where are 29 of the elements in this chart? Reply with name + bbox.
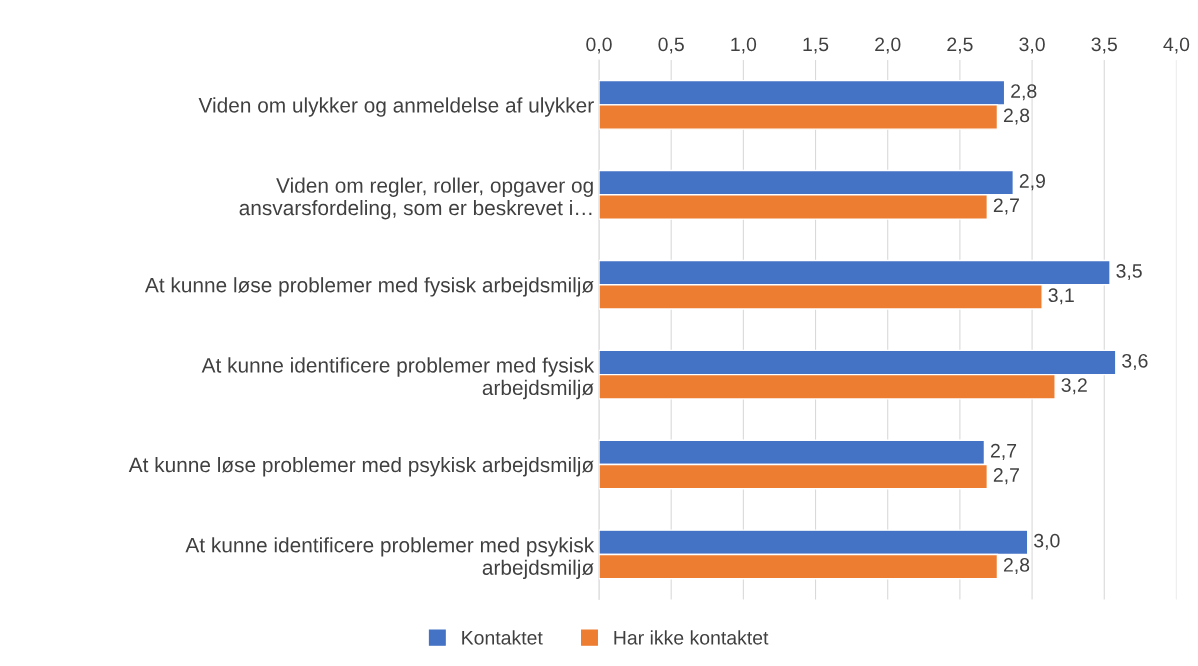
y-tick-label: Viden om regler, roller, opgaver og ansvarsfordeling, som er beskrevet i… — [239, 177, 593, 220]
x-tick-label: 0,0 — [586, 37, 612, 54]
data-label: 3,0 — [1034, 533, 1060, 550]
legend-label: Kontaktet — [462, 630, 543, 645]
x-tick-label: 4,0 — [1163, 37, 1190, 54]
x-tick-label: 2,0 — [875, 37, 901, 54]
data-label: 3,5 — [1116, 264, 1142, 281]
data-label: 2,7 — [990, 443, 1017, 460]
x-tick-label: 3,0 — [1019, 37, 1045, 54]
data-label: 3,2 — [1061, 378, 1087, 395]
y-tick-label: Viden om ulykker og anmeldelse af ulykker — [198, 97, 594, 117]
x-tick-label: 3,5 — [1091, 37, 1117, 54]
data-label: 2,7 — [993, 198, 1019, 215]
legend-label: Har ikke kontaktet — [614, 630, 769, 645]
data-label: 2,8 — [1003, 108, 1030, 125]
data-label: 2,8 — [1003, 558, 1030, 575]
data-label: 3,6 — [1122, 353, 1148, 370]
y-tick-label: At kunne løse problemer med psykisk arbejdsmiljø — [128, 456, 594, 477]
data-label: 3,1 — [1048, 288, 1074, 305]
y-tick-label: At kunne identificere problemer med fysisk arbejdsmiljø — [201, 357, 595, 400]
y-tick-label: At kunne identificere problemer med psykisk arbejdsmiljø — [185, 537, 595, 580]
x-tick-label: 1,5 — [803, 37, 829, 54]
x-tick-label: 1,0 — [731, 37, 757, 54]
x-tick-label: 0,5 — [658, 37, 684, 54]
data-label: 2,9 — [1019, 174, 1045, 191]
x-tick-label: 2,5 — [947, 37, 973, 54]
data-label: 2,7 — [993, 468, 1019, 485]
data-label: 2,8 — [1011, 84, 1037, 101]
y-tick-label: At kunne løse problemer med fysisk arbejdsmiljø — [144, 277, 594, 297]
